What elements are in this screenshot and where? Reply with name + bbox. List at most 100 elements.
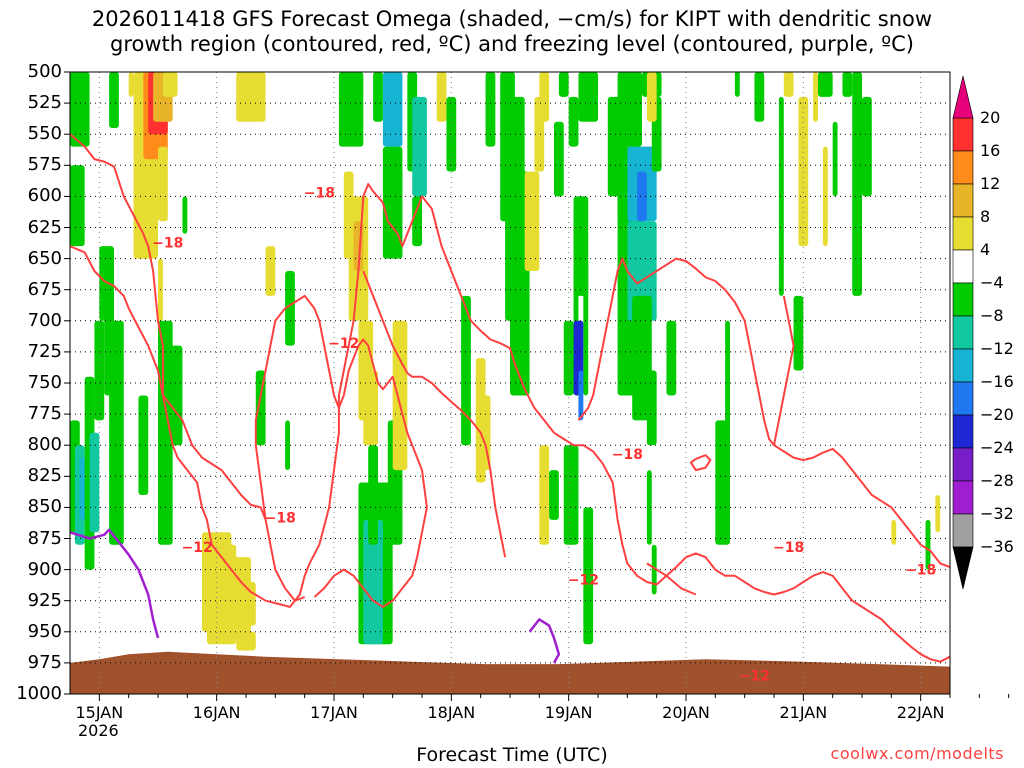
freezing-level-contour: [70, 528, 160, 639]
colorbar-bin: [952, 117, 974, 152]
y-tick-label: 875: [27, 527, 62, 549]
omega-cell: [617, 146, 628, 222]
omega-cell: [818, 72, 833, 97]
y-tick-label: 900: [27, 558, 62, 580]
omega-cell: [539, 445, 550, 545]
omega-cell: [646, 370, 657, 446]
omega-cell: [666, 320, 677, 396]
contour-segment-2: [773, 295, 795, 446]
omega-cell: [236, 631, 256, 651]
omega-cell: [578, 370, 584, 421]
y-tick-label: 525: [27, 92, 62, 114]
contour-label: −18: [304, 186, 335, 202]
credit-link[interactable]: coolwx.com/modelts: [830, 744, 1004, 763]
omega-cell: [382, 72, 403, 147]
omega-cell: [182, 196, 188, 234]
x-tick-label: 21JAN: [779, 703, 828, 722]
omega-cell: [842, 72, 853, 97]
y-tick-label: 650: [27, 247, 62, 269]
omega-cell: [563, 320, 574, 396]
y-tick-label: 850: [27, 496, 62, 518]
chart-title-line-1: 2026011418 GFS Forecast Omega (shaded, −…: [91, 7, 933, 31]
y-tick-label: 750: [27, 372, 62, 393]
omega-cell: [255, 370, 266, 446]
omega-cell: [162, 345, 183, 446]
omega-cell: [138, 395, 149, 495]
omega-cell: [338, 72, 364, 147]
colorbar-tick-label: −8: [980, 306, 1004, 325]
y-tick-label: 550: [27, 123, 62, 145]
omega-cell: [646, 72, 657, 122]
contour-labels: −18 −18 −12 −18 −12 −18 −12 −12 −18 −18: [152, 186, 936, 685]
omega-cell: [363, 370, 378, 446]
omega-cell: [778, 96, 784, 296]
omega-cell: [373, 72, 383, 122]
y-tick-label: 500: [27, 61, 62, 82]
omega-shading: [70, 72, 941, 651]
omega-cell: [558, 72, 569, 97]
chart-title-line-2: growth region (contoured, red, ºC) and f…: [110, 32, 914, 56]
omega-cell: [109, 320, 124, 545]
colorbar-bin: [952, 381, 974, 416]
omega-cell: [539, 72, 550, 122]
colorbar-bin: [952, 249, 974, 284]
x-tick-label: 19JAN: [544, 703, 593, 722]
colorbar-bin: [952, 447, 974, 482]
omega-cell: [862, 96, 872, 197]
omega-cell: [783, 72, 794, 97]
x-axis-title: Forecast Time (UTC): [416, 744, 608, 766]
contour-minus-18-loop: [254, 294, 428, 608]
omega-cell: [798, 96, 809, 247]
ground-terrain: [70, 651, 950, 694]
omega-cell: [480, 395, 491, 471]
colorbar-tick-label: 12: [980, 174, 1001, 193]
colorbar-tick-label: −32: [980, 504, 1014, 523]
contour-label: −18: [905, 563, 936, 579]
contour-minus-12: [70, 133, 950, 663]
colorbar-tick-label: −4: [980, 273, 1004, 292]
freezing-level-contour-2: [528, 618, 561, 664]
colorbar-bin: [952, 282, 974, 317]
omega-cell: [285, 271, 295, 346]
omega-cell: [285, 420, 290, 471]
omega-cell: [627, 221, 657, 321]
omega-cell: [363, 519, 383, 645]
omega-cell: [568, 96, 579, 147]
contour-label: −18: [773, 540, 804, 556]
omega-cell: [617, 72, 642, 147]
colorbar-tick-label: −28: [980, 471, 1014, 490]
contour-label: −18: [152, 235, 183, 251]
omega-cell: [412, 196, 422, 247]
colorbar-tick-label: −36: [980, 537, 1014, 556]
omega-cell: [89, 432, 100, 533]
colorbar-top-arrow: [952, 75, 974, 119]
y-tick-label: 575: [27, 154, 62, 176]
omega-cell: [734, 72, 740, 97]
colorbar-tick-label: 4: [980, 240, 991, 259]
omega-cell: [554, 121, 564, 197]
omega-cell: [935, 494, 941, 533]
y-tick-label: 925: [27, 589, 62, 611]
omega-cell: [891, 519, 897, 545]
omega-cell: [583, 258, 589, 396]
omega-cell: [162, 72, 178, 97]
x-tick-label: 20JAN: [662, 703, 710, 722]
y-tick-label: 725: [27, 340, 62, 362]
x-tick-label: 22JAN: [896, 703, 945, 722]
omega-cell: [524, 171, 540, 272]
ground-fill: [70, 651, 950, 694]
omega-cell: [485, 72, 496, 147]
omega-cell: [461, 295, 471, 446]
omega-cell: [578, 72, 598, 122]
colorbar-tick-label: −12: [980, 339, 1014, 358]
omega-cell: [852, 72, 862, 296]
omega-cell: [436, 72, 447, 122]
omega-cell: [236, 72, 266, 122]
colorbar-bin: [952, 150, 974, 185]
omega-cell: [265, 246, 276, 296]
contour-label: −12: [328, 336, 359, 352]
contour-label: −12: [739, 668, 770, 684]
omega-cell: [813, 72, 818, 122]
omega-cell: [510, 171, 530, 396]
